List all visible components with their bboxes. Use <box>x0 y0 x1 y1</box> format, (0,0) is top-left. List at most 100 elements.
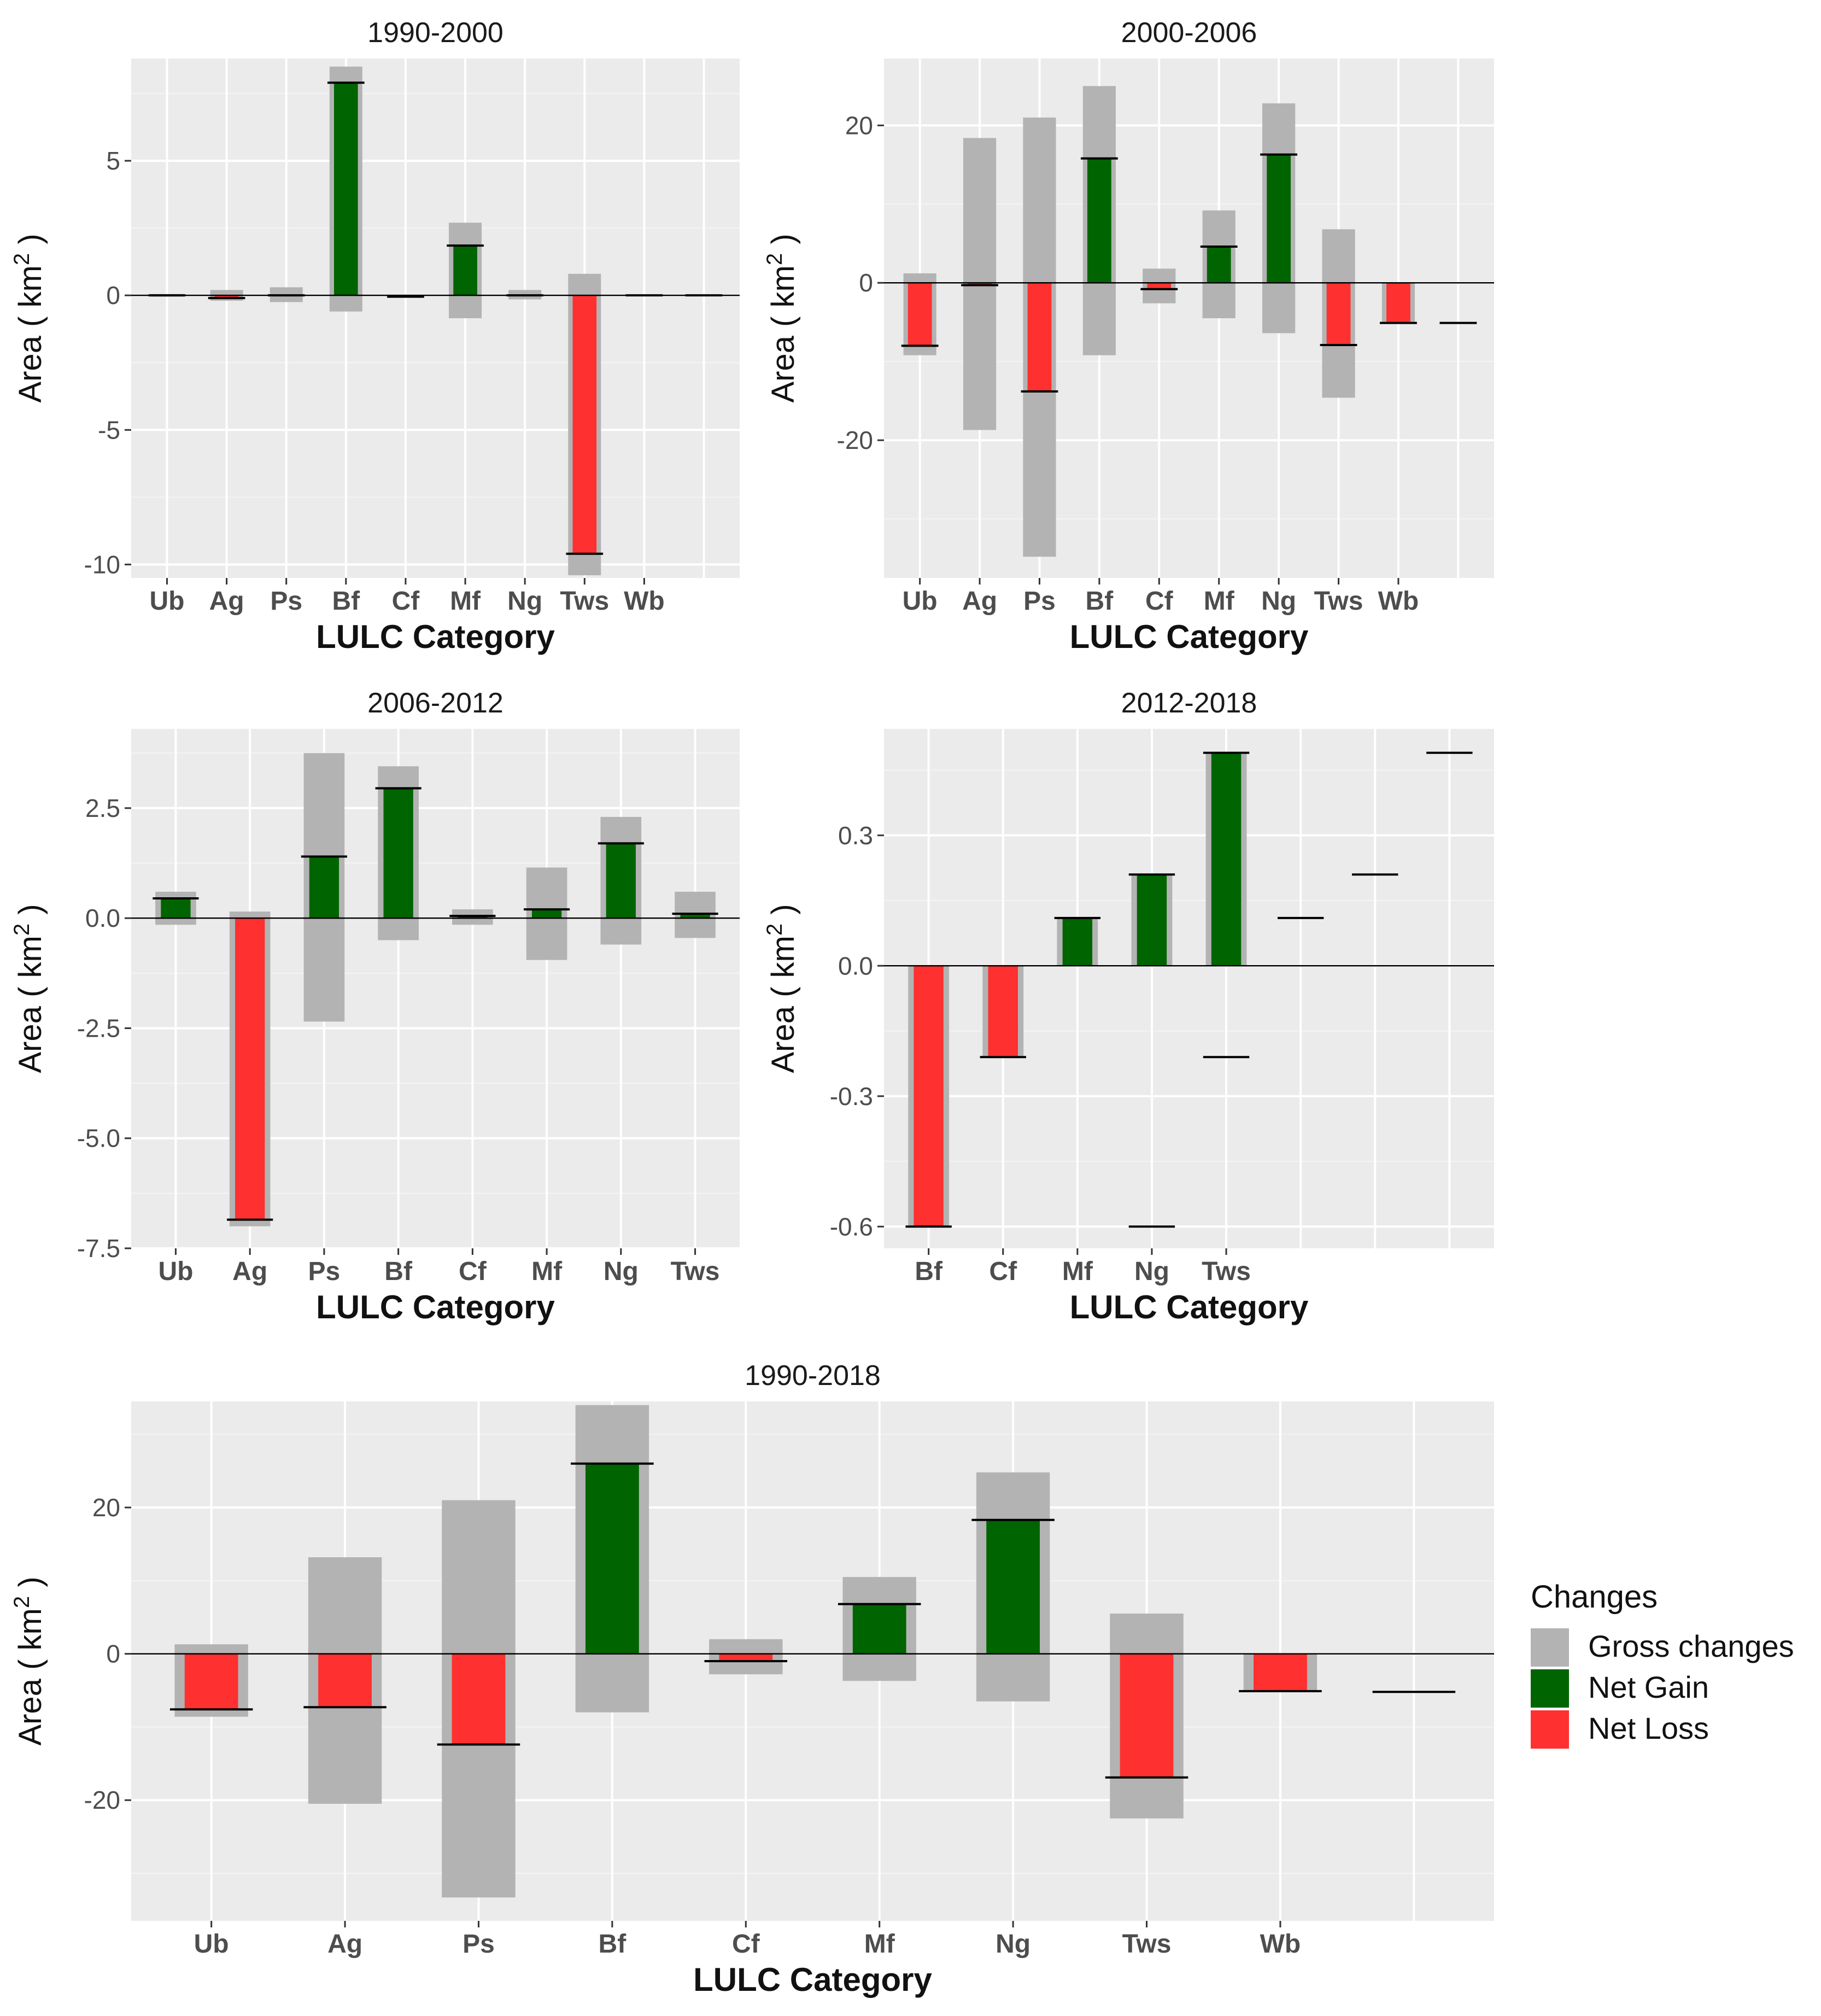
net-gain-bar-Ps <box>309 856 339 919</box>
x-tick-label-Ng: Ng <box>996 1930 1030 1959</box>
y-tick-label: 2.5 <box>85 794 120 822</box>
y-tick-label: -0.3 <box>830 1082 873 1111</box>
panel-background <box>884 729 1494 1248</box>
net-gain-bar-Mf <box>1207 247 1231 283</box>
x-tick-label-Ag: Ag <box>209 587 244 616</box>
y-tick-label: 20 <box>845 111 873 139</box>
net-gain-bar-Bf <box>383 788 413 919</box>
y-tick-label: -20 <box>84 1786 120 1814</box>
x-tick-label-Bf: Bf <box>599 1930 627 1959</box>
net-loss-bar-Ub <box>184 1653 238 1710</box>
x-tick-label-Cf: Cf <box>459 1257 487 1286</box>
panel-1990-2018: -20 0 20 Ub Ag Ps Bf Cf Mf Ng Tws Wb 1990-2018 LULC C… <box>10 1360 1494 1998</box>
net-gain-bar-Ng <box>986 1520 1040 1654</box>
x-tick-label-Mf: Mf <box>864 1930 895 1959</box>
y-tick-label: -2.5 <box>77 1014 120 1042</box>
panel-1990-2000: -10 -5 0 5 Ub Ag Ps Bf Cf Mf Ng Tws Wb 1990-2000 LULC … <box>10 17 740 655</box>
legend-label-0: Gross changes <box>1588 1629 1794 1663</box>
x-tick-label-Ub: Ub <box>149 587 184 616</box>
y-tick-label: -0.6 <box>830 1212 873 1241</box>
net-gain-bar-Bf <box>1087 158 1111 283</box>
x-tick-label-Cf: Cf <box>989 1257 1017 1286</box>
panel-background <box>131 59 740 578</box>
x-tick-label-Ps: Ps <box>1023 587 1056 616</box>
x-tick-label-Mf: Mf <box>531 1257 563 1286</box>
x-tick-label-Ub: Ub <box>158 1257 193 1286</box>
x-tick-label-Tws: Tws <box>1122 1930 1172 1959</box>
x-tick-label-Ps: Ps <box>270 587 302 616</box>
x-axis-label: LULC Category <box>1070 1289 1309 1325</box>
net-loss-bar-Wb <box>1386 283 1410 323</box>
net-loss-bar-Bf <box>914 966 944 1227</box>
x-tick-label-Ng: Ng <box>1134 1257 1169 1286</box>
panel-2006-2012: -7.5 -5.0 -2.5 0.0 2.5 Ub Ag Ps Bf Cf Mf Ng Tws 2006-… <box>10 687 740 1325</box>
legend-key-1 <box>1531 1669 1569 1708</box>
panel-title: 1990-2000 <box>367 17 503 49</box>
net-loss-bar-Cf <box>1147 283 1172 289</box>
x-tick-label-Tws: Tws <box>671 1257 720 1286</box>
x-tick-label-Ng: Ng <box>507 587 542 616</box>
x-tick-label-Ag: Ag <box>327 1930 362 1959</box>
x-axis-label: LULC Category <box>693 1961 932 1998</box>
legend-key-2 <box>1531 1710 1569 1749</box>
x-tick-label-Ub: Ub <box>194 1930 229 1959</box>
net-loss-bar-Cf <box>988 966 1018 1057</box>
y-tick-label: 0.0 <box>85 904 120 932</box>
net-gain-bar-Tws <box>1211 752 1242 966</box>
x-tick-label-Tws: Tws <box>1314 587 1363 616</box>
x-tick-label-Mf: Mf <box>1062 1257 1093 1286</box>
y-tick-label: -5.0 <box>77 1124 120 1153</box>
x-axis-label: LULC Category <box>1070 618 1309 655</box>
net-gain-bar-Ub <box>161 898 191 919</box>
net-loss-bar-Cf <box>719 1653 773 1661</box>
x-tick-label-Mf: Mf <box>1204 587 1235 616</box>
x-tick-label-Ag: Ag <box>962 587 997 616</box>
x-tick-label-Ag: Ag <box>232 1257 267 1286</box>
net-gain-bar-Ng <box>1267 154 1291 283</box>
x-tick-label-Cf: Cf <box>1145 587 1174 616</box>
y-axis-label: Area ( km2 ) <box>763 233 801 402</box>
x-tick-label-Bf: Bf <box>384 1257 413 1286</box>
y-axis-label: Area ( km2 ) <box>10 233 48 402</box>
y-axis-label: Area ( km2 ) <box>10 904 48 1073</box>
y-tick-label: 5 <box>106 147 120 175</box>
net-loss-bar-Ps <box>1027 283 1052 391</box>
panel-2012-2018: -0.6 -0.3 0.0 0.3 Bf Cf Mf Ng Tws 2012-2018 LULC C… <box>763 687 1494 1325</box>
x-tick-label-Ps: Ps <box>308 1257 341 1286</box>
x-tick-label-Ub: Ub <box>903 587 938 616</box>
x-tick-label-Bf: Bf <box>915 1257 943 1286</box>
net-loss-bar-Tws <box>1326 283 1351 345</box>
net-loss-bar-Ub <box>907 283 932 346</box>
net-gain-bar-Ng <box>1137 874 1167 966</box>
net-loss-bar-Tws <box>572 295 597 554</box>
net-gain-bar-Ng <box>606 843 636 919</box>
net-gain-bar-Bf <box>585 1463 639 1654</box>
panel-background <box>131 729 740 1248</box>
net-loss-bar-Ag <box>235 918 265 1220</box>
legend-label-1: Net Gain <box>1588 1670 1709 1704</box>
x-tick-label-Cf: Cf <box>392 587 420 616</box>
x-tick-label-Wb: Wb <box>1378 587 1419 616</box>
net-gain-bar-Mf <box>453 246 477 296</box>
panel-title: 2000-2006 <box>1121 17 1257 49</box>
panel-title: 2012-2018 <box>1121 687 1257 719</box>
y-tick-label: 0.0 <box>838 951 873 980</box>
net-gain-bar-Mf <box>531 909 562 919</box>
x-tick-label-Tws: Tws <box>560 587 609 616</box>
legend-title: Changes <box>1531 1579 1658 1615</box>
y-tick-label: 0 <box>859 268 873 297</box>
legend-label-2: Net Loss <box>1588 1711 1709 1745</box>
net-gain-bar-Bf <box>334 83 358 296</box>
x-tick-label-Ng: Ng <box>604 1257 639 1286</box>
x-tick-label-Cf: Cf <box>732 1930 760 1959</box>
panel-title: 2006-2012 <box>367 687 503 719</box>
net-gain-bar-Tws <box>680 914 710 919</box>
panel-title: 1990-2018 <box>745 1360 881 1392</box>
x-axis-label: LULC Category <box>316 1289 555 1325</box>
x-tick-label-Mf: Mf <box>450 587 481 616</box>
y-axis-label: Area ( km2 ) <box>10 1576 48 1745</box>
x-tick-label-Wb: Wb <box>624 587 665 616</box>
net-gain-bar-Mf <box>1062 918 1093 966</box>
y-tick-label: -7.5 <box>77 1234 120 1263</box>
